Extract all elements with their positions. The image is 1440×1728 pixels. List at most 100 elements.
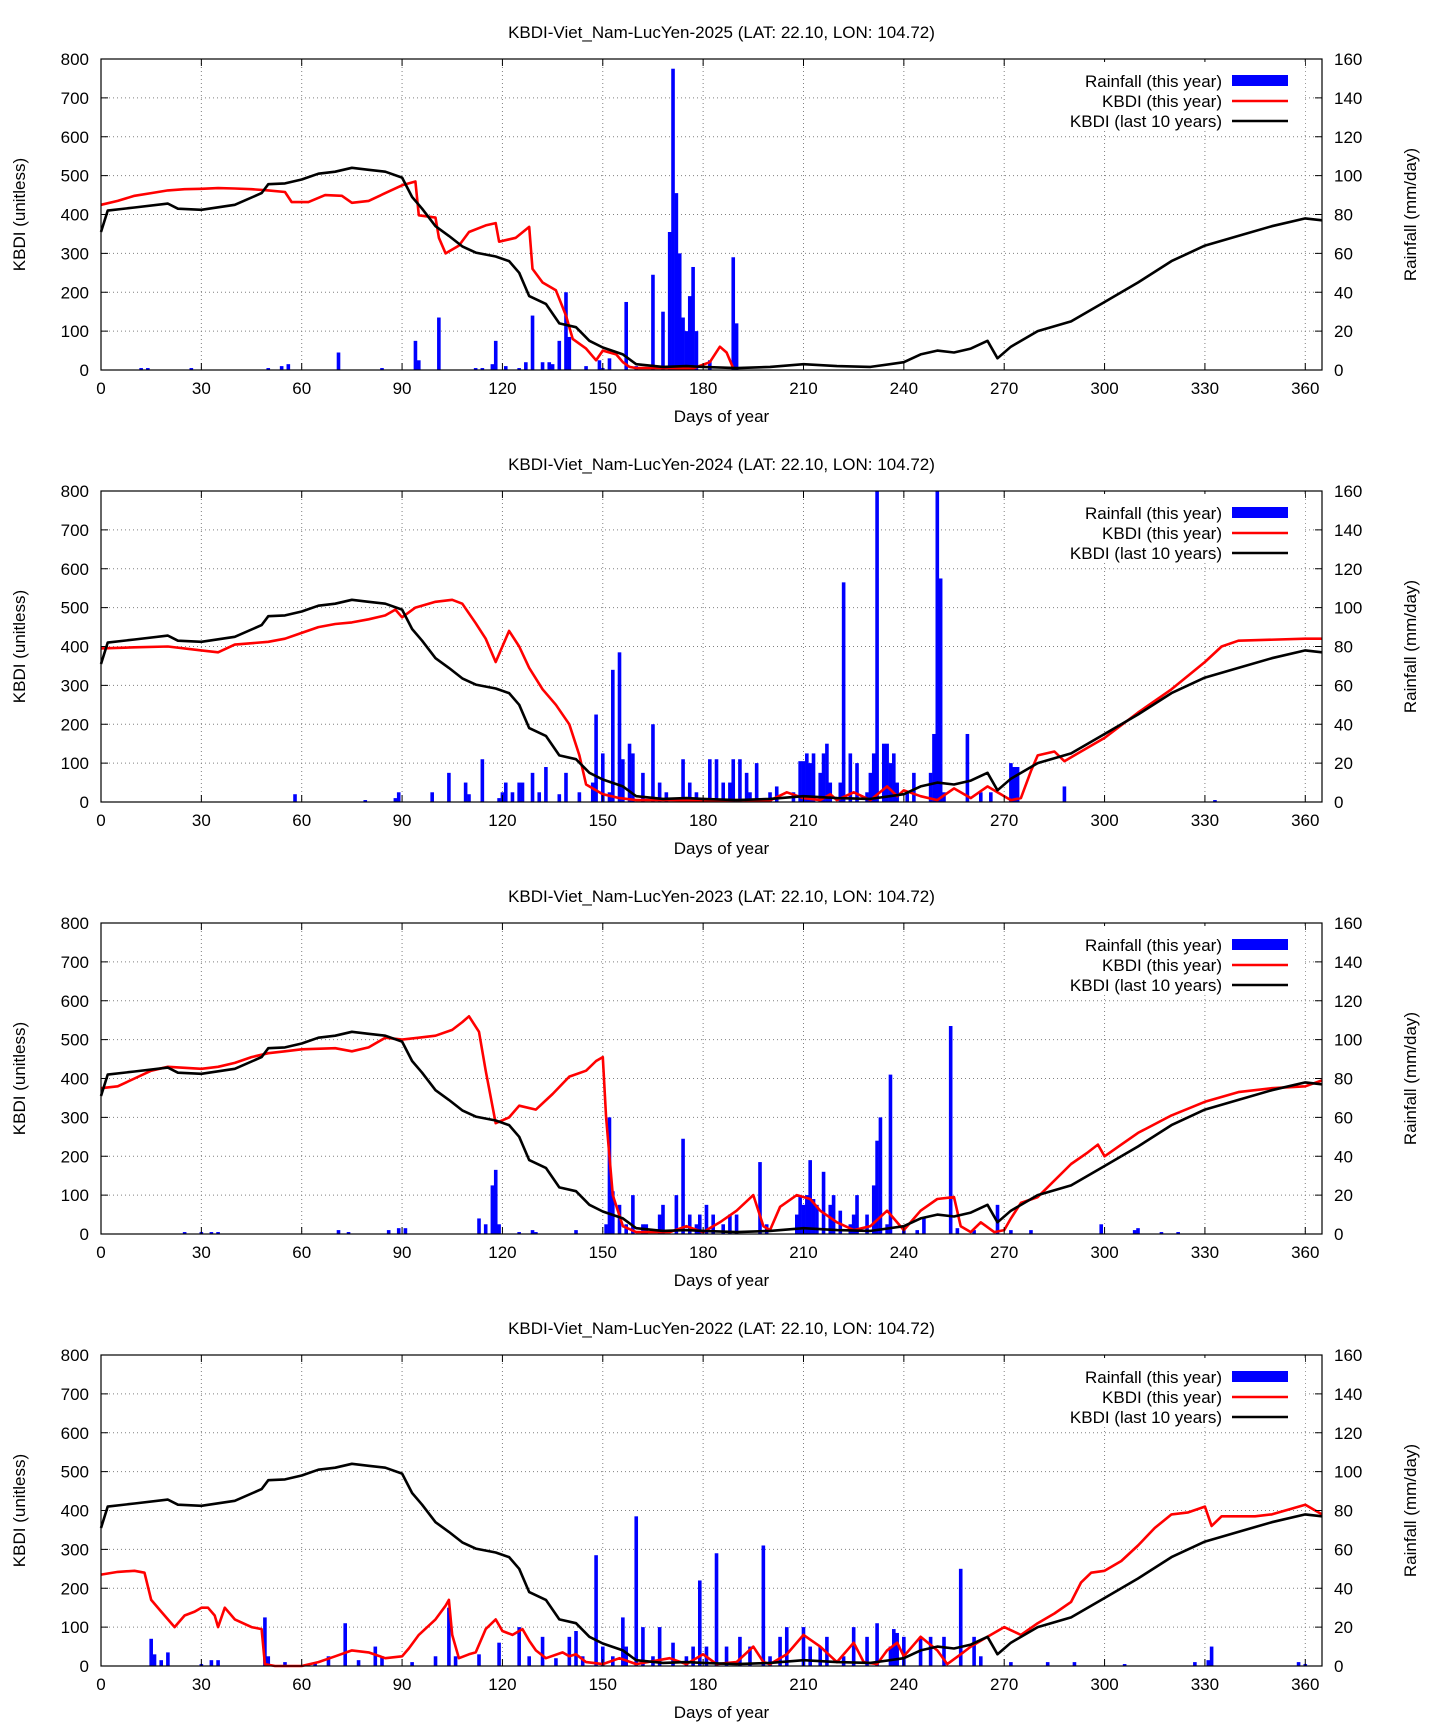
rainfall-bar [697,1580,702,1666]
x-tick-label: 300 [1090,811,1118,830]
y2-tick-label: 140 [1334,89,1362,108]
y2-tick-label: 20 [1334,1618,1353,1637]
chart-title: KBDI-Viet_Nam-LucYen-2022 (LAT: 22.10, L… [508,1319,935,1338]
rainfall-bar [995,1204,1000,1234]
rainfall-bar [493,1169,498,1234]
legend-label: Rainfall (this year) [1085,504,1222,523]
x-tick-label: 240 [890,1675,918,1694]
rainfall-bar [687,296,692,370]
rainfall-bar [888,1646,893,1666]
rainfall-bar [182,1232,187,1234]
rainfall-bar [811,753,816,802]
x-tick-label: 60 [292,1675,311,1694]
rainfall-bar [955,1228,960,1234]
y-tick-label: 0 [80,1657,89,1676]
rainfall-bar [621,1617,625,1666]
rainfall-bar [798,1195,802,1234]
rainfall-bar [768,792,772,802]
rainfall-bar [892,753,896,802]
rainfall-bar [965,733,970,802]
y2-tick-label: 60 [1334,676,1353,695]
rainfall-bar [627,743,632,802]
rainfall-bar [828,1204,833,1234]
rainfall-bar [1213,800,1217,802]
rainfall-bar [283,1662,287,1666]
kbdi-chart-3: KBDI-Viet_Nam-LucYen-2022 (LAT: 22.10, L… [10,1319,1420,1722]
y-axis-label: KBDI (unitless) [10,1022,29,1135]
rainfall-bar [825,743,829,802]
rainfall-bar [550,364,555,370]
x-tick-label: 120 [488,1243,516,1262]
rainfall-bar [326,1656,331,1666]
rainfall-bars [139,68,739,370]
rainfall-bar [480,759,485,802]
y2-tick-label: 80 [1334,1070,1353,1089]
rainfall-bar [738,759,742,802]
rainfall-bar [530,315,535,370]
rainfall-bar [510,792,515,802]
rainfall-bar [216,1232,220,1234]
kbdi-chart-1: KBDI-Viet_Nam-LucYen-2024 (LAT: 22.10, L… [10,455,1420,858]
rainfall-bar [942,1636,946,1666]
rainfall-bar [1045,1662,1050,1666]
rainfall-bar [851,1214,856,1234]
rainfall-bar [403,1228,408,1234]
rainfall-bar [467,794,471,802]
rainfall-bar [667,231,672,370]
y2-tick-label: 140 [1334,1385,1362,1404]
x-tick-label: 240 [890,379,918,398]
y-tick-label: 0 [80,793,89,812]
rainfall-bar [932,733,936,802]
rainfall-bar [754,763,759,802]
rainfall-bar [577,792,582,802]
rainfall-bar [279,366,284,370]
y2-tick-label: 80 [1334,638,1353,657]
y2-tick-label: 40 [1334,1579,1353,1598]
rainfall-bar [708,360,712,370]
y-tick-label: 400 [61,1502,89,1521]
rainfall-bar [821,753,826,802]
rainfall-bar [604,1224,608,1234]
rainfall-bar [978,1656,983,1666]
rainfall-bar [895,782,899,802]
rainfall-bar [681,1138,685,1234]
legend-label: KBDI (this year) [1102,524,1222,543]
legend-swatch-rainfall [1232,507,1288,518]
x-tick-label: 360 [1291,1243,1319,1262]
rainfall-bar [631,753,635,802]
rainfall-bar [356,1660,361,1666]
kbdi-chart-0: KBDI-Viet_Nam-LucYen-2025 (LAT: 22.10, L… [10,23,1420,426]
rainfall-bar [567,336,572,370]
rainfall-bar [617,652,622,802]
rainfall-bar [711,1214,715,1234]
rainfall-bar [1296,1662,1301,1666]
legend: Rainfall (this year)KBDI (this year)KBDI… [1005,62,1305,131]
y-tick-label: 800 [61,482,89,501]
y2-tick-label: 120 [1334,560,1362,579]
rainfall-bar [584,366,588,370]
rainfall-bar [841,582,846,802]
rainfall-bar [714,1553,719,1666]
rainfall-bar [801,1204,806,1234]
rainfall-bar [1136,1228,1140,1234]
x-tick-label: 150 [589,1675,617,1694]
rainfall-bar [681,759,685,802]
x-tick-label: 120 [488,811,516,830]
rainfall-bar [557,340,562,370]
x-tick-label: 360 [1291,1675,1319,1694]
rainfall-bar [811,1199,816,1234]
rainfall-bar [892,1629,896,1666]
legend-label: KBDI (this year) [1102,92,1222,111]
rainfall-bar [784,1627,789,1666]
legend-background [1005,494,1305,562]
y2-tick-label: 20 [1334,754,1353,773]
rainfall-bar [266,368,271,370]
rainfall-bar [821,1171,826,1234]
y-tick-label: 100 [61,322,89,341]
y-tick-label: 400 [61,1070,89,1089]
rainfall-bar [453,1656,458,1666]
rainfall-bar [942,792,946,802]
rainfall-bar [691,1646,695,1666]
x-tick-label: 180 [689,1243,717,1262]
rainfall-bar [600,1646,605,1666]
